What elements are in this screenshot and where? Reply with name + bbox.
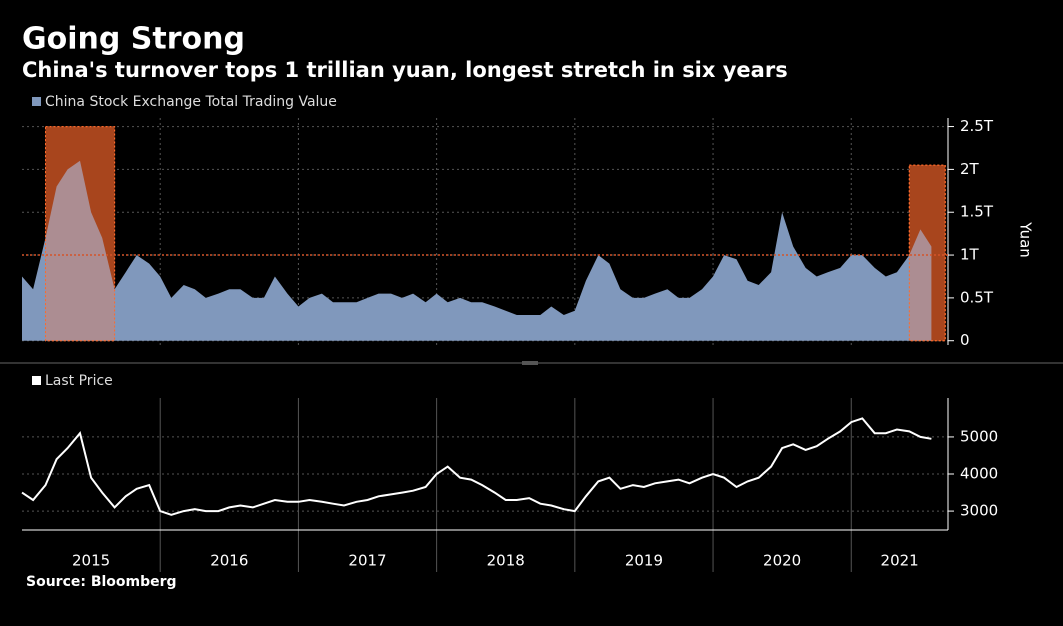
y-tick-label: 4000 (960, 465, 998, 483)
legend-swatch (32, 376, 41, 385)
area (22, 160, 932, 341)
legend-label: China Stock Exchange Total Trading Value (45, 94, 337, 110)
x-tick-label: 2021 (881, 552, 919, 570)
y-tick-label: 1.5T (960, 203, 994, 221)
x-tick-label: 2017 (348, 552, 386, 570)
line (21, 417, 932, 516)
source: Source: Bloomberg (26, 574, 177, 590)
legend-label: Last Price (45, 373, 113, 389)
y-tick-label: 3000 (960, 502, 998, 520)
x-tick-label: 2018 (487, 552, 525, 570)
x-tick-label: 2019 (625, 552, 663, 570)
chart-title: Going Strong (22, 22, 245, 57)
panel-handle (522, 361, 538, 365)
chart-subtitle: China's turnover tops 1 trillian yuan, l… (22, 58, 788, 82)
y-axis-label: Yuan (1017, 221, 1035, 258)
x-tick-label: 2015 (72, 552, 110, 570)
y-tick-label: 2T (960, 160, 980, 178)
y-tick-label: 0 (960, 331, 970, 349)
x-tick-label: 2020 (763, 552, 801, 570)
legend-swatch (32, 97, 41, 106)
highlight-overlay (44, 126, 116, 342)
y-tick-label: 0.5T (960, 288, 994, 306)
highlight-overlay (908, 164, 946, 342)
y-tick-label: 1T (960, 246, 980, 264)
y-tick-label: 2.5T (960, 117, 994, 135)
y-tick-label: 5000 (960, 427, 998, 445)
x-tick-label: 2016 (210, 552, 248, 570)
